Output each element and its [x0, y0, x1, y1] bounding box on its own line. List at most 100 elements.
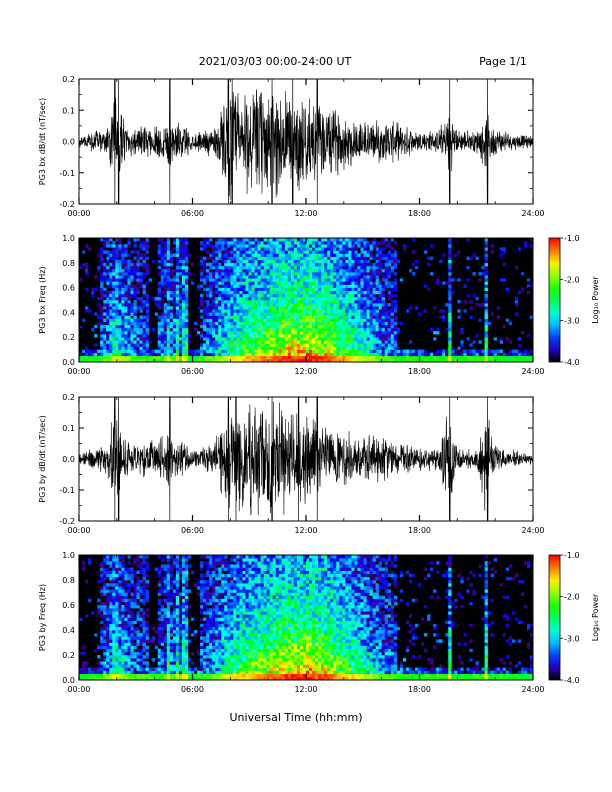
spectrogram-cell — [133, 334, 137, 338]
spectrogram-cell — [100, 576, 104, 581]
spectrogram-cell — [478, 349, 482, 353]
spectrogram-cell — [184, 315, 189, 319]
spectrogram-cell — [230, 358, 234, 362]
spectrogram-cell — [284, 349, 289, 353]
spectrogram-cell — [251, 244, 255, 248]
spectrogram-cell — [103, 661, 107, 665]
spectrogram-cell — [79, 265, 83, 270]
spectrogram-cell — [224, 287, 228, 291]
spectrogram-cell — [360, 334, 364, 338]
spectrogram-cell — [260, 355, 264, 360]
spectrogram-cell — [472, 253, 476, 257]
spectrogram-cell — [121, 564, 125, 568]
spectrogram-cell — [166, 605, 171, 609]
spectrogram-cell — [284, 293, 289, 298]
spectrogram-cell — [124, 639, 128, 643]
spectrogram-cell — [115, 337, 119, 341]
spectrogram-cell — [109, 352, 113, 357]
spectrogram-cell — [154, 676, 158, 680]
spectrogram-cell — [351, 315, 355, 319]
spectrogram-cell — [351, 238, 355, 242]
spectrogram-cell — [439, 259, 443, 264]
spectrogram-cell — [299, 327, 304, 332]
spectrogram-cell — [115, 293, 119, 298]
spectrogram-cell — [224, 324, 228, 329]
spectrogram-cell — [424, 250, 428, 254]
spectrogram-cell — [181, 670, 186, 675]
spectrogram-cell — [142, 636, 146, 640]
spectrogram-cell — [163, 664, 168, 668]
spectrogram-cell — [115, 580, 119, 584]
spectrogram-cell — [145, 306, 149, 310]
spectrogram-cell — [124, 265, 128, 270]
spectrogram-cell — [263, 334, 267, 338]
spectrogram-cell — [157, 238, 162, 242]
spectrogram-cell — [248, 238, 252, 242]
spectrogram-cell — [106, 583, 110, 587]
spectrogram-cell — [172, 296, 177, 301]
spectrogram-cell — [82, 318, 86, 322]
spectrogram-cell — [384, 340, 389, 344]
spectrogram-cell — [154, 630, 158, 634]
spectrogram-cell — [342, 259, 346, 264]
spectrogram-cell — [109, 244, 113, 248]
spectrogram-cell — [411, 349, 416, 353]
spectrogram-cell — [169, 658, 174, 662]
spectrogram-cell — [88, 667, 92, 671]
spectrogram-cell — [324, 253, 328, 257]
spectrogram-cell — [209, 238, 213, 242]
spectrogram-cell — [339, 309, 343, 313]
spectrogram-cell — [103, 589, 107, 593]
y-tick-label: -0.1 — [59, 486, 75, 495]
spectrogram-cell — [384, 349, 389, 353]
spectrogram-cell — [442, 355, 446, 360]
spectrogram-cell — [266, 334, 270, 338]
spectrogram-cell — [142, 349, 146, 353]
spectrogram-cell — [157, 630, 162, 634]
spectrogram-cell — [306, 340, 310, 344]
spectrogram-cell — [112, 244, 116, 248]
spectrogram-cell — [139, 343, 143, 347]
spectrogram-cell — [293, 265, 298, 270]
spectrogram-cell — [275, 312, 280, 316]
spectrogram-cell — [299, 290, 304, 295]
spectrogram-cell — [372, 358, 376, 362]
spectrogram-cell — [463, 284, 467, 288]
spectrogram-cell — [163, 343, 168, 347]
spectrogram-cell — [197, 331, 201, 335]
spectrogram-cell — [133, 586, 137, 590]
spectrogram-cell — [230, 253, 234, 257]
spectrogram-cell — [263, 303, 267, 307]
spectrogram-cell — [378, 334, 382, 338]
spectrogram-cell — [296, 300, 301, 304]
spectrogram-cell — [251, 315, 255, 319]
spectrogram-cell — [103, 664, 107, 668]
spectrogram-cell — [260, 343, 264, 347]
spectrogram-cell — [293, 250, 298, 254]
spectrogram-cell — [260, 272, 264, 276]
spectrogram-cell — [269, 358, 274, 362]
spectrogram-cell — [118, 281, 122, 285]
spectrogram-cell — [184, 250, 189, 254]
spectrogram-cell — [133, 620, 137, 625]
spectrogram-cell — [124, 315, 128, 319]
spectrogram-cell — [393, 293, 398, 298]
spectrogram-cell — [100, 664, 104, 668]
spectrogram-cell — [393, 340, 398, 344]
spectrogram-cell — [378, 281, 382, 285]
spectrogram-cell — [287, 287, 292, 291]
spectrogram-cell — [139, 358, 143, 362]
spectrogram-cell — [354, 272, 358, 276]
spectrogram-cell — [233, 275, 237, 279]
spectrogram-cell — [248, 331, 252, 335]
spectrogram-cell — [127, 614, 131, 618]
spectrogram-cell — [100, 340, 104, 344]
spectrogram-cell — [106, 238, 110, 242]
spectrogram-cell — [336, 300, 340, 304]
spectrogram-cell — [466, 355, 470, 360]
spectrogram-cell — [342, 318, 346, 322]
spectrogram-cell — [333, 303, 337, 307]
spectrogram-cell — [287, 315, 292, 319]
spectrogram-cell — [375, 278, 379, 282]
spectrogram-cell — [109, 327, 113, 332]
